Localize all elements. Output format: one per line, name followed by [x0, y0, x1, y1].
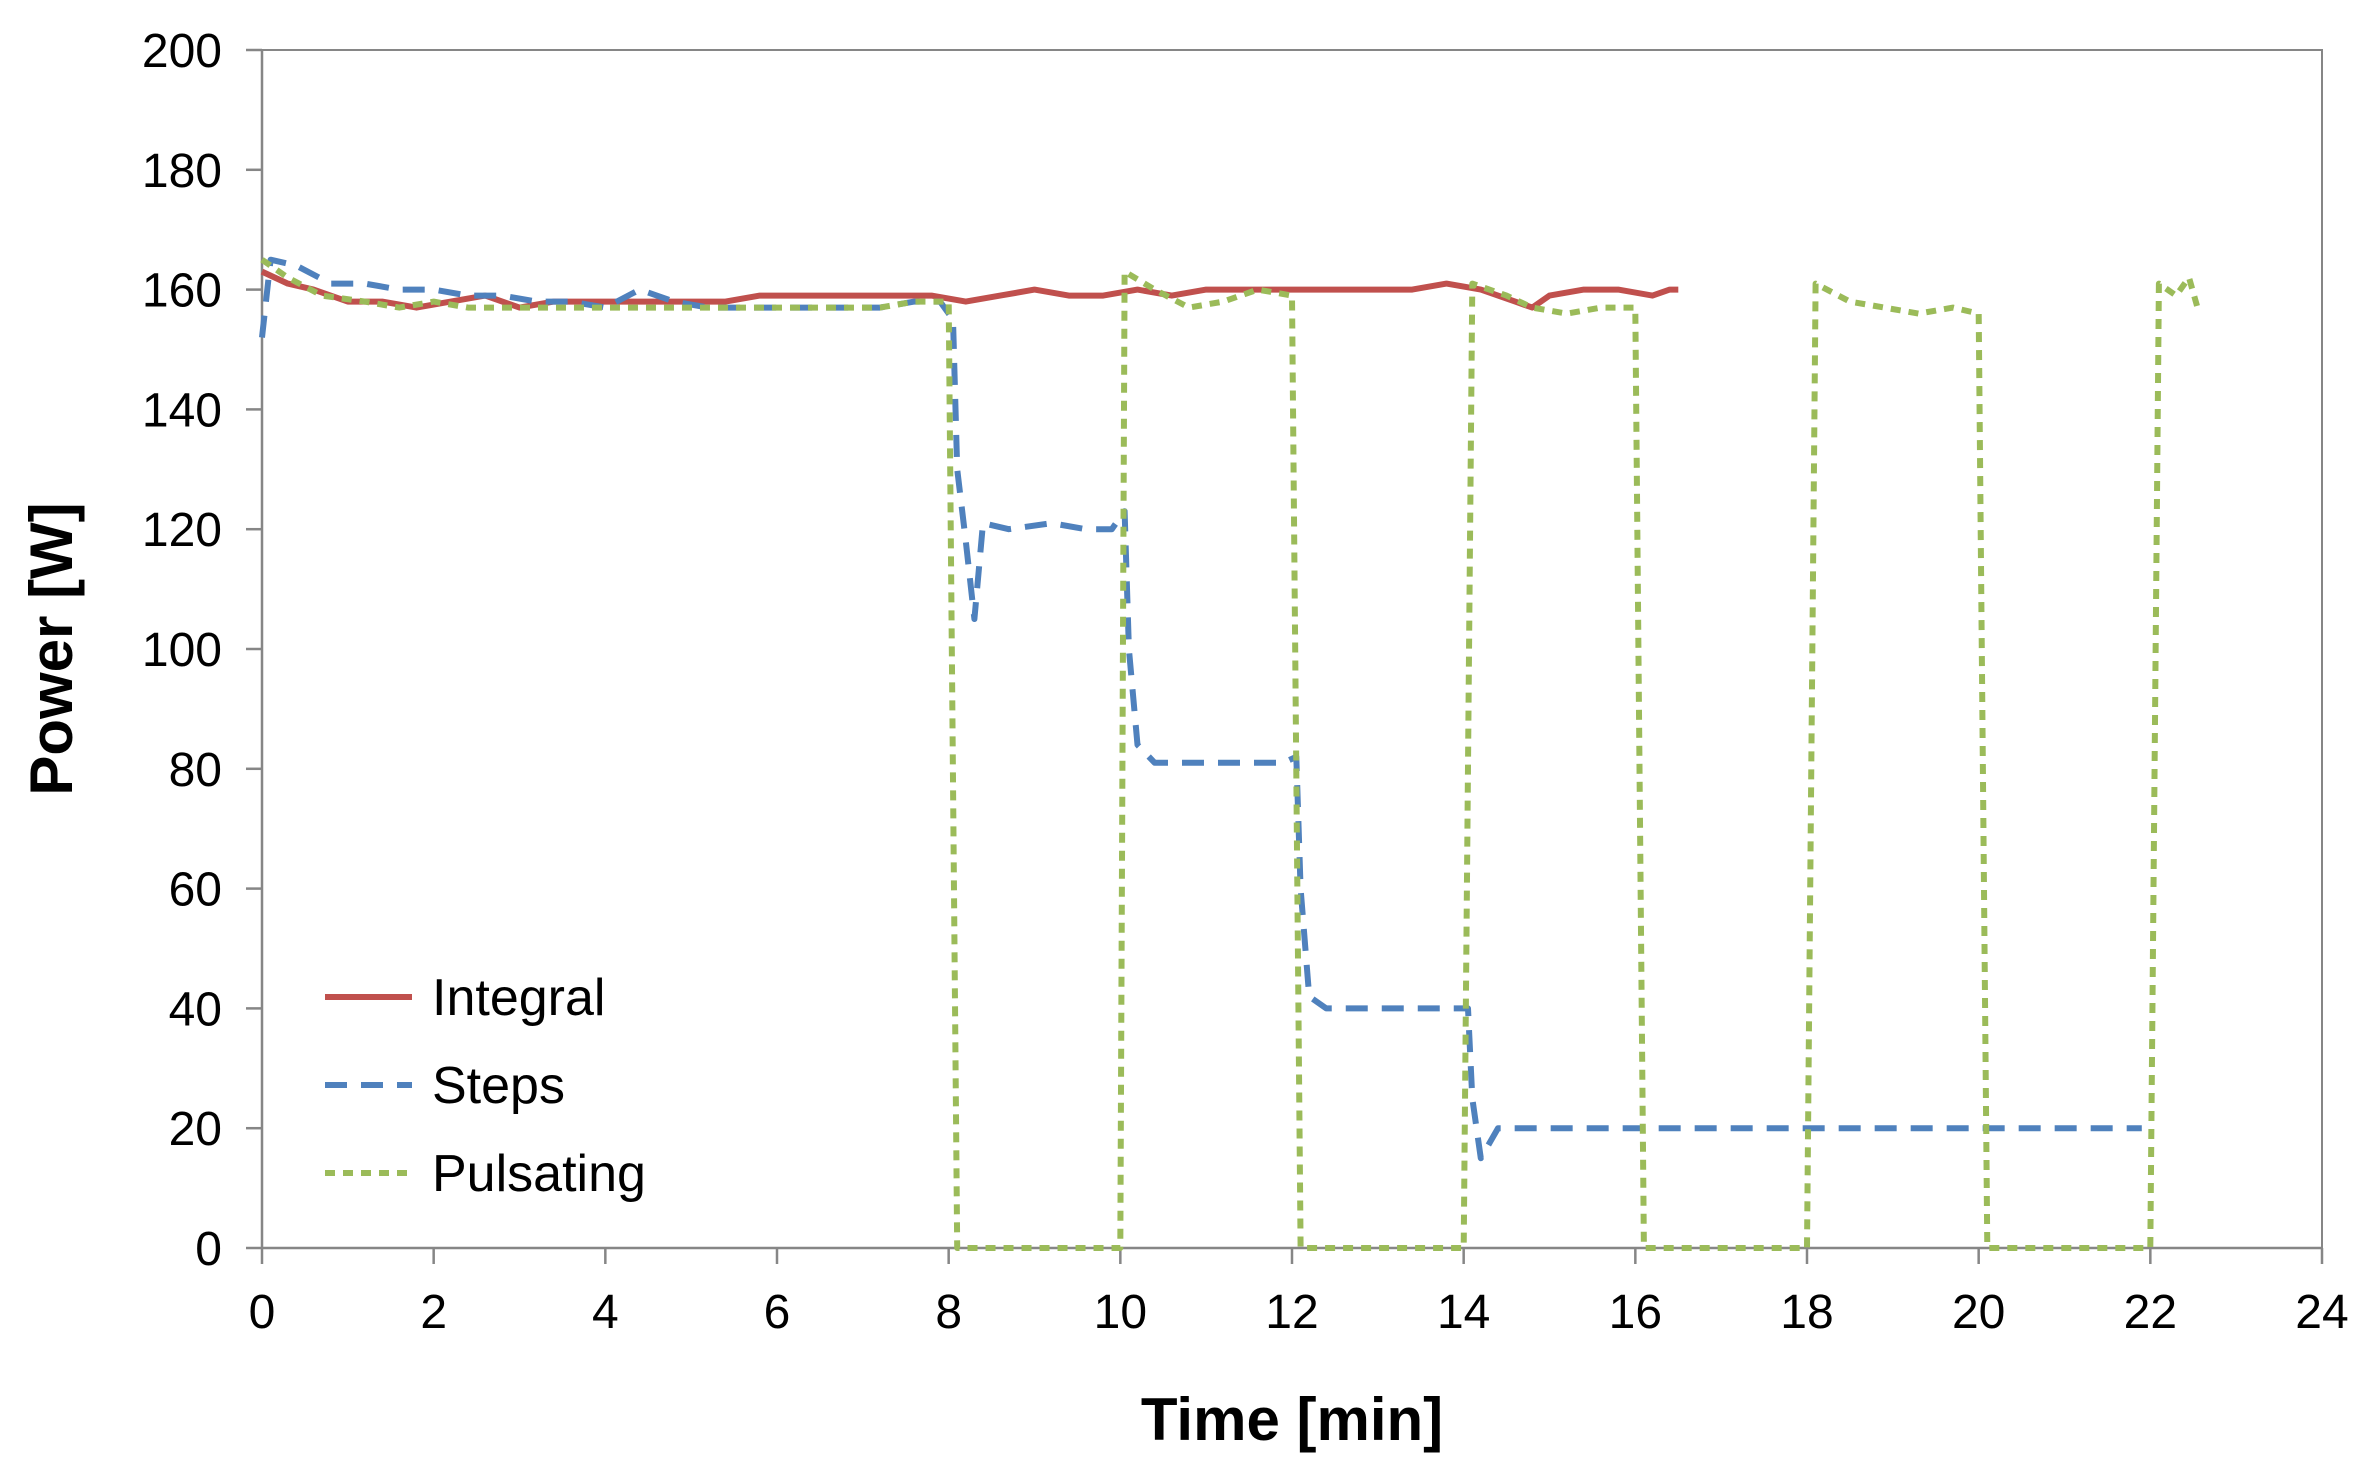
y-tick-label: 180: [142, 145, 222, 198]
y-tick-label: 60: [169, 864, 222, 917]
y-axis-ticks: 0 20 40 60 80 100 120 140 160 180 200: [142, 25, 262, 1276]
y-tick-label: 40: [169, 983, 222, 1036]
x-tick-label: 4: [592, 1286, 619, 1339]
y-tick-label: 200: [142, 25, 222, 78]
series-layer: [259, 256, 2201, 1251]
x-tick-label: 2: [420, 1286, 447, 1339]
x-tick-label: 8: [935, 1286, 962, 1339]
plot-area: [260, 49, 2323, 1250]
x-tick-label: 22: [2124, 1286, 2177, 1339]
x-axis-ticks: 0 2 4 6 8 10 12 14 16 18 20 22 24: [249, 1248, 2349, 1339]
y-tick-label: 0: [195, 1223, 222, 1276]
legend-label-integral: Integral: [432, 969, 605, 1027]
y-tick-label: 140: [142, 384, 222, 437]
x-tick-label: 10: [1094, 1286, 1147, 1339]
x-tick-label: 18: [1780, 1286, 1833, 1339]
legend: Integral Steps Pulsating: [325, 969, 646, 1203]
y-axis-title: Power [W]: [18, 502, 85, 795]
y-tick-label: 120: [142, 504, 222, 557]
y-tick-label: 100: [142, 624, 222, 677]
plot-frame: [261, 49, 2323, 1249]
x-tick-label: 24: [2295, 1286, 2348, 1339]
x-axis-title: Time [min]: [1141, 1386, 1443, 1453]
series-line-steps: [259, 256, 2142, 1162]
x-tick-label: 16: [1609, 1286, 1662, 1339]
y-tick-label: 160: [142, 265, 222, 318]
legend-label-steps: Steps: [432, 1057, 565, 1115]
x-tick-label: 14: [1437, 1286, 1490, 1339]
series-line-integral: [260, 268, 1679, 311]
y-tick-label: 80: [169, 744, 222, 797]
x-tick-label: 12: [1265, 1286, 1318, 1339]
y-tick-label: 20: [169, 1103, 222, 1156]
x-tick-label: 0: [249, 1286, 276, 1339]
legend-label-pulsating: Pulsating: [432, 1145, 646, 1203]
x-tick-label: 6: [764, 1286, 791, 1339]
x-tick-label: 20: [1952, 1286, 2005, 1339]
